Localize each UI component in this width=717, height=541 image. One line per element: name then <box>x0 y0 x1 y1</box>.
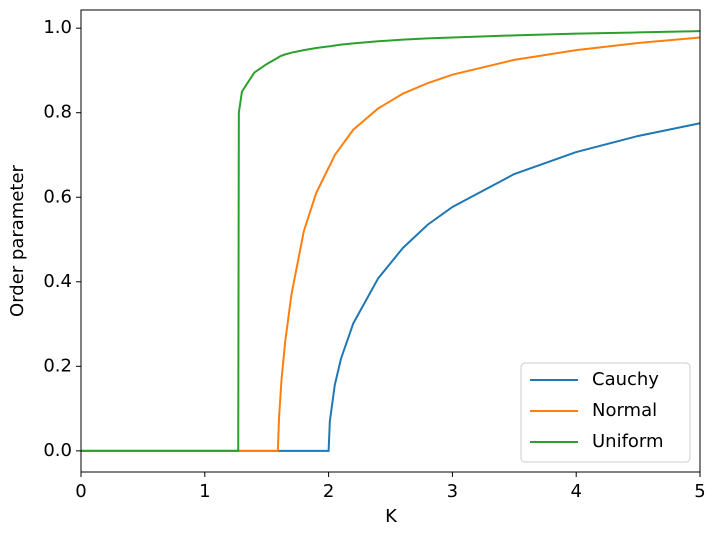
y-tick-label: 0.6 <box>43 186 72 207</box>
line-series <box>81 30 701 452</box>
legend: Cauchy Normal Uniform <box>520 362 691 463</box>
x-tick-label: 5 <box>694 481 705 502</box>
y-tick-label: 0.2 <box>43 355 72 376</box>
legend-label: Normal <box>592 400 657 421</box>
plot-frame <box>80 9 701 473</box>
x-tick-label: 1 <box>199 481 210 502</box>
y-tick-label: 0.8 <box>43 102 72 123</box>
x-tick-label: 0 <box>75 481 86 502</box>
x-tick-label: 3 <box>447 481 458 502</box>
y-tick-label: 0.4 <box>43 271 72 292</box>
y-tick-label: 0.0 <box>43 440 72 461</box>
y-tick-label: 1.0 <box>43 17 72 38</box>
legend-label: Cauchy <box>592 369 659 390</box>
x-tick-label: 4 <box>570 481 581 502</box>
x-axis-label: K <box>385 506 398 527</box>
line-series <box>81 36 701 452</box>
x-tick-label: 2 <box>323 481 334 502</box>
legend-box <box>520 362 691 463</box>
y-axis-label: Order parameter <box>7 164 28 317</box>
legend-label: Uniform <box>592 431 664 452</box>
